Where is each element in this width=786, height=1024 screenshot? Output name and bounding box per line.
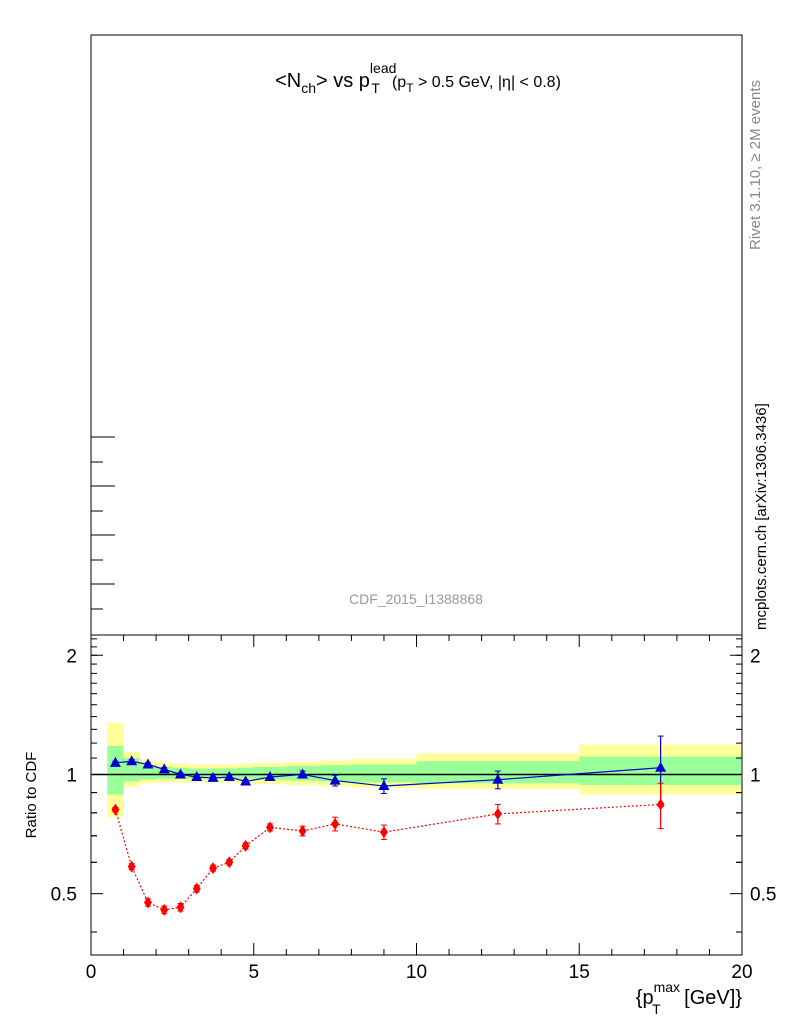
y-axis-label: Ratio to CDF — [23, 752, 40, 839]
data-point-triangle — [655, 761, 667, 772]
series-diamond — [111, 782, 665, 916]
data-point-diamond — [209, 862, 218, 875]
uncertainty-bands — [107, 722, 741, 818]
x-tick-label: 5 — [248, 962, 259, 983]
data-point-triangle — [492, 773, 504, 784]
main-panel-frame — [90, 34, 743, 636]
data-point-diamond — [111, 803, 120, 816]
y-tick-label: 0.5 — [51, 885, 77, 906]
data-point-diamond — [176, 901, 185, 914]
data-point-diamond — [379, 826, 388, 839]
data-point-diamond — [266, 821, 275, 834]
inner-band-8 — [237, 767, 254, 779]
x-tick-label: 0 — [86, 962, 97, 983]
data-point-triangle — [191, 771, 203, 782]
data-point-diamond — [298, 824, 307, 837]
data-point-triangle — [158, 763, 170, 774]
data-point-triangle — [126, 755, 138, 766]
y-tick-label: 2 — [66, 646, 77, 667]
data-point-diamond — [127, 860, 136, 873]
data-point-triangle — [297, 768, 309, 779]
y-tick-label-right: 0.5 — [750, 885, 776, 906]
x-tick-label: 15 — [569, 962, 590, 983]
data-point-triangle — [207, 771, 219, 782]
data-point-diamond — [192, 882, 201, 895]
series-line-diamond — [114, 803, 661, 911]
main-panel-left-ticks — [91, 436, 115, 610]
data-series — [109, 735, 667, 916]
y-tick-label-right: 1 — [750, 765, 761, 786]
data-point-triangle — [378, 780, 390, 791]
y-tick-label: 1 — [66, 765, 77, 786]
data-point-diamond — [493, 807, 502, 820]
plot-title: <Nch> vs plead T (pT > 0.5 GeV, |η| < 0.8) — [275, 60, 561, 96]
source-label: mcplots.cern.ch [arXiv:1306.3436] — [753, 403, 770, 630]
x-axis-label: {pmax T [GeV]} — [636, 979, 743, 1017]
inner-band-0 — [107, 745, 124, 795]
data-point-triangle — [240, 775, 252, 786]
data-point-diamond — [143, 896, 152, 909]
x-tick-label: 20 — [731, 962, 752, 983]
inner-band-11 — [318, 765, 352, 782]
data-point-diamond — [331, 817, 340, 830]
data-point-diamond — [656, 798, 665, 811]
data-point-triangle — [329, 774, 341, 785]
data-point-diamond — [225, 856, 234, 869]
inner-band-12 — [351, 764, 417, 783]
data-point-triangle — [109, 756, 121, 767]
data-point-triangle — [223, 771, 235, 782]
y-tick-label-right: 2 — [750, 646, 761, 667]
ratio-axes: 0 5 10 15 20 0.5 0.5 1 1 2 2 — [51, 635, 776, 983]
data-point-diamond — [241, 839, 250, 852]
rivet-version-label: Rivet 3.1.10, ≥ 2M events — [747, 80, 764, 250]
data-point-triangle — [264, 771, 276, 782]
data-point-diamond — [160, 903, 169, 916]
x-tick-label: 10 — [406, 962, 427, 983]
analysis-watermark: CDF_2015_I1388868 — [349, 591, 483, 607]
data-point-triangle — [175, 768, 187, 779]
ratio-panel-frame — [90, 634, 743, 956]
series-triangle — [109, 735, 667, 808]
data-point-triangle — [142, 758, 154, 769]
